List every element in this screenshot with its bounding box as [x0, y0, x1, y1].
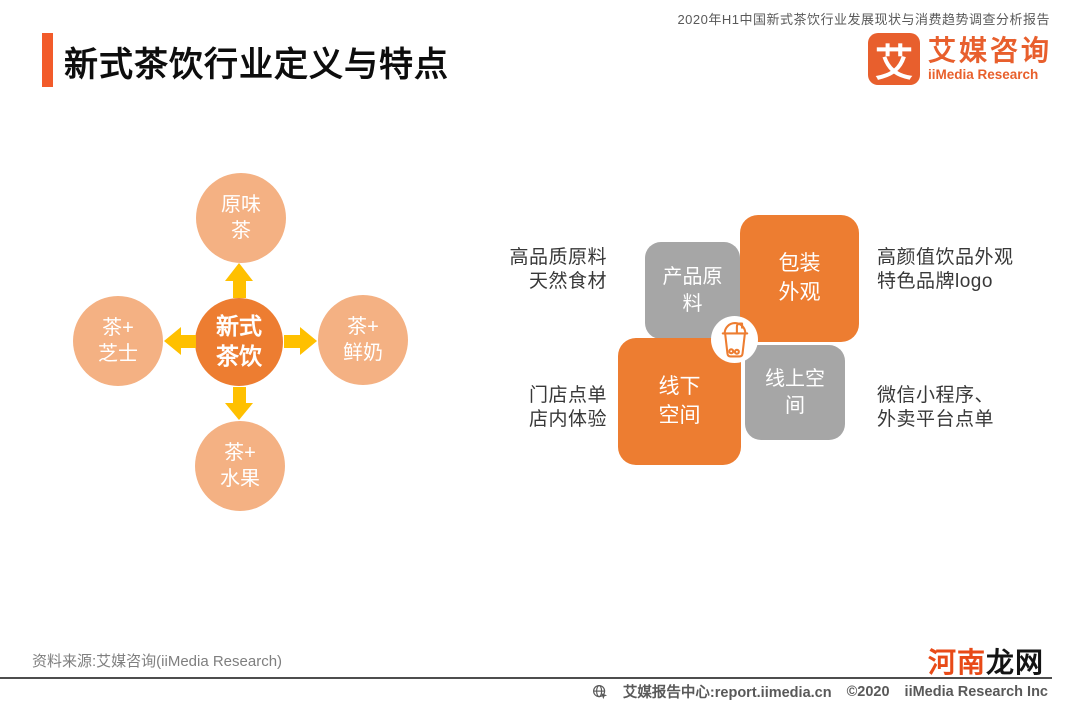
- globe-cursor-icon: [592, 684, 608, 699]
- arrow-down-head-icon: [225, 403, 253, 420]
- tile-packaging-appearance: 包装 外观: [740, 215, 859, 342]
- footer-copyright: ©2020: [846, 683, 890, 700]
- report-title: 2020年H1中国新式茶饮行业发展现状与消费趋势调查分析报告: [677, 12, 1050, 27]
- hub-node-original-tea: 原味 茶: [196, 173, 286, 263]
- arrow-left-icon: [181, 335, 196, 348]
- watermark: 河南龙网: [928, 641, 1044, 681]
- tile-product-ingredients: 产品原 料: [645, 242, 740, 339]
- hub-node-tea-cheese: 茶+ 芝士: [73, 296, 163, 386]
- arrow-left-head-icon: [164, 327, 181, 355]
- arrow-down-icon: [233, 387, 246, 404]
- footer-divider: [0, 677, 1052, 679]
- arrow-up-head-icon: [225, 263, 253, 281]
- iimedia-logo-mark-icon: 艾: [867, 33, 920, 85]
- annotation-offline-space: 门店点单 店内体验: [528, 385, 607, 430]
- watermark-part2: 龙网: [985, 647, 1044, 678]
- title-accent-bar: [42, 33, 53, 87]
- iimedia-logo: 艾 艾媒咨询 iiMedia Research: [867, 33, 1052, 85]
- data-source-note: 资料来源:艾媒咨询(iiMedia Research): [32, 653, 283, 670]
- annotation-product-ingredients: 高品质原料 天然食材: [509, 247, 607, 292]
- footer-company: iiMedia Research Inc: [904, 683, 1048, 700]
- arrow-up-icon: [233, 280, 246, 298]
- bubble-tea-cup-icon: [721, 321, 748, 358]
- arrow-right-head-icon: [300, 327, 317, 355]
- tile-online-space: 线上空 间: [745, 345, 845, 440]
- matrix-center-badge: [711, 316, 758, 363]
- hub-center-new-style-tea: 新式 茶饮: [195, 298, 283, 386]
- annotation-packaging-appearance: 高颜值饮品外观 特色品牌logo: [877, 247, 1014, 292]
- tile-offline-space: 线下 空间: [618, 338, 741, 465]
- arrow-right-icon: [284, 335, 300, 348]
- annotation-online-space: 微信小程序、 外卖平台点单: [877, 385, 995, 430]
- page-title: 新式茶饮行业定义与特点: [64, 46, 449, 84]
- logo-name-en: iiMedia Research: [927, 66, 1039, 82]
- watermark-part1: 河南: [927, 647, 986, 678]
- logo-name-cn: 艾媒咨询: [927, 34, 1052, 66]
- hub-node-tea-milk: 茶+ 鲜奶: [318, 295, 408, 385]
- footer-report-center: 艾媒报告中心:report.iimedia.cn: [622, 685, 832, 701]
- hub-node-tea-fruit: 茶+ 水果: [195, 421, 285, 511]
- iimedia-logo-text: 艾媒咨询 iiMedia Research: [927, 34, 1052, 82]
- footer-meta: 艾媒报告中心:report.iimedia.cn ©2020 iiMedia R…: [592, 681, 1048, 702]
